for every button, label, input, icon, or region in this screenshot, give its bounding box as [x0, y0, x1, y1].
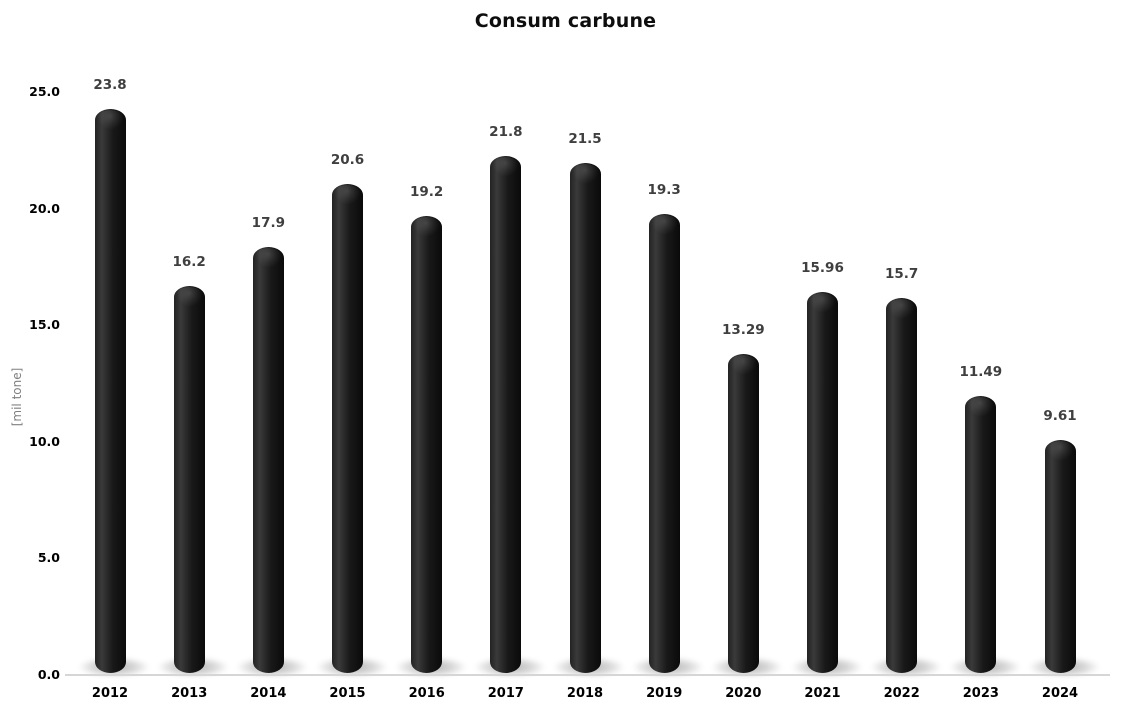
bar-2014 [252, 246, 284, 673]
y-tick-label: 15.0 [29, 317, 60, 333]
y-tick-label: 10.0 [29, 433, 60, 449]
bar-2013 [173, 286, 205, 673]
x-tick-label: 2024 [1041, 686, 1079, 701]
y-tick-label: 0.0 [37, 667, 60, 682]
value-label: 19.2 [410, 184, 444, 201]
y-axis-title: [mil tone] [10, 367, 24, 427]
bar-2019 [648, 213, 680, 673]
x-tick-label: 2013 [171, 686, 208, 701]
value-label: 15.96 [801, 259, 844, 276]
x-tick-label: 2021 [804, 686, 841, 701]
x-tick-label: 2018 [566, 686, 604, 701]
bar-2017 [490, 155, 522, 673]
x-tick-label: 2023 [962, 686, 999, 701]
x-axis-line [65, 674, 1110, 676]
value-label: 15.7 [885, 265, 919, 282]
x-tick-label: 2014 [250, 686, 287, 701]
bar-2012 [94, 108, 126, 673]
x-tick-label: 2019 [646, 686, 683, 701]
value-label: 17.9 [251, 214, 285, 231]
value-label: 16.2 [172, 254, 206, 271]
x-tick-label: 2012 [91, 686, 129, 701]
bar-2015 [332, 183, 363, 673]
value-label: 11.49 [959, 364, 1003, 381]
x-tick-label: 2016 [408, 686, 445, 701]
y-tick-label: 5.0 [37, 550, 60, 566]
value-label: 23.8 [93, 76, 127, 93]
bar-2023 [965, 396, 997, 673]
bar-2022 [886, 297, 918, 673]
value-label: 20.6 [330, 151, 365, 168]
x-tick-label: 2015 [329, 686, 366, 701]
x-tick-label: 2020 [725, 686, 762, 701]
bar-2021 [807, 291, 838, 673]
bar-2016 [411, 216, 443, 673]
value-label: 19.3 [647, 181, 681, 198]
bar-2020 [727, 354, 759, 673]
value-label: 9.61 [1043, 407, 1077, 424]
value-label: 13.29 [721, 322, 765, 339]
x-tick-label: 2022 [883, 686, 920, 701]
x-tick-label: 2017 [487, 686, 524, 701]
value-label: 21.8 [489, 123, 523, 140]
value-label: 21.5 [568, 130, 602, 147]
y-tick-label: 25.0 [29, 84, 60, 99]
chart-title: Consum carbune [474, 10, 657, 32]
y-tick-label: 20.0 [29, 200, 60, 216]
bar-2024 [1044, 439, 1076, 673]
bar-2018 [569, 162, 601, 673]
